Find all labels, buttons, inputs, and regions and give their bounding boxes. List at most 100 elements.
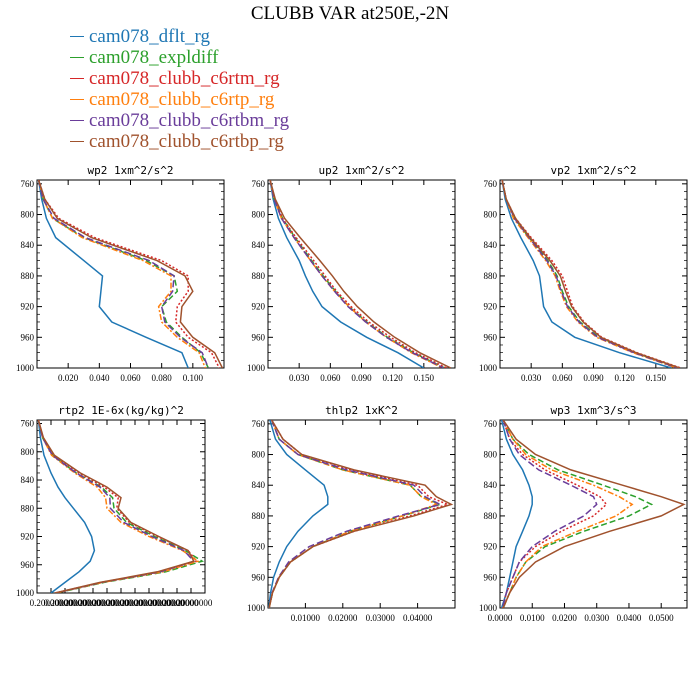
x-tick-label: 0.04000 <box>403 613 433 623</box>
legend-item: cam078_clubb_c6rtbp_rg <box>70 131 289 152</box>
y-tick-label: 920 <box>252 302 266 312</box>
y-tick-label: 800 <box>484 210 498 220</box>
legend-label: cam078_clubb_c6rtp_rg <box>89 88 275 110</box>
y-tick-label: 920 <box>484 542 498 552</box>
series-line-cam078_dflt_rg <box>269 180 425 368</box>
legend-swatch <box>70 78 84 79</box>
legend-item: cam078_clubb_c6rtbm_rg <box>70 110 289 131</box>
y-tick-label: 880 <box>21 503 35 513</box>
series-line-cam078_clubb_c6rtbp_rg <box>269 180 452 368</box>
series-line-cam078_clubb_c6rtbp_rg <box>501 180 680 368</box>
legend-swatch <box>70 36 84 37</box>
x-tick-label: 0.040 <box>89 373 110 383</box>
x-tick-label: 0.120 <box>383 373 404 383</box>
y-tick-label: 840 <box>21 475 35 485</box>
panel-title: up2 1xm^2/s^2 <box>318 164 404 177</box>
x-tick-label: 0.030 <box>289 373 310 383</box>
legend-swatch <box>70 120 84 121</box>
series-line-cam078_clubb_c6rtbm_rg <box>501 420 598 608</box>
x-tick-label: 0.20000000 <box>170 598 213 608</box>
y-tick-label: 800 <box>21 447 35 457</box>
series-line-cam078_clubb_c6rtbp_rg <box>37 420 195 593</box>
x-tick-label: 0.150 <box>414 373 435 383</box>
series-line-cam078_clubb_c6rtbp_rg <box>37 180 224 368</box>
y-tick-label: 960 <box>21 560 35 570</box>
x-tick-label: 0.030 <box>521 373 542 383</box>
y-tick-label: 840 <box>484 240 498 250</box>
x-tick-label: 0.120 <box>615 373 636 383</box>
y-tick-label: 960 <box>484 332 498 342</box>
y-tick-label: 840 <box>21 240 35 250</box>
y-tick-label: 880 <box>252 271 266 281</box>
x-tick-label: 0.20000000 <box>30 598 73 608</box>
x-tick-label: 0.020 <box>58 373 79 383</box>
series-line-cam078_clubb_c6rtbp_rg <box>502 420 686 608</box>
panel-5: wp3 1xm^3/s^3 760 800 840 880 920 960 10000.000… <box>479 404 688 623</box>
plot-frame <box>499 419 688 609</box>
series-line-cam078_expldiff <box>501 180 679 368</box>
series-line-cam078_clubb_c6rtm_rg <box>269 180 448 368</box>
y-tick-label: 760 <box>484 419 498 429</box>
y-tick-label: 760 <box>252 179 266 189</box>
y-tick-label: 880 <box>484 271 498 281</box>
y-tick-label: 880 <box>252 511 266 521</box>
y-tick-label: 800 <box>484 450 498 460</box>
x-tick-label: 0.060 <box>120 373 141 383</box>
x-tick-label: 0.060 <box>552 373 573 383</box>
legend-item: cam078_clubb_c6rtm_rg <box>70 68 289 89</box>
panel-title: rtp2 1E-6x(kg/kg)^2 <box>58 404 184 417</box>
panel-title: vp2 1xm^2/s^2 <box>550 164 636 177</box>
series-line-cam078_clubb_c6rtp_rg <box>269 180 443 368</box>
x-tick-label: 0.090 <box>351 373 372 383</box>
y-tick-label: 1000 <box>247 363 266 373</box>
series-line-cam078_clubb_c6rtbm_rg <box>37 180 210 368</box>
x-tick-label: 0.150 <box>646 373 667 383</box>
legend-swatch <box>70 99 84 100</box>
series-line-cam078_dflt_rg <box>37 180 189 368</box>
y-tick-label: 960 <box>252 332 266 342</box>
series-line-cam078_dflt_rg <box>268 420 329 608</box>
legend: cam078_dflt_rg cam078_expldiff cam078_club… <box>70 26 289 152</box>
series-line-cam078_clubb_c6rtp_rg <box>37 420 200 593</box>
panel-4: thlp2 1xK^2 760 800 840 880 920 960 1000 0.01000… <box>247 404 456 623</box>
legend-label: cam078_clubb_c6rtbm_rg <box>89 109 290 131</box>
legend-item: cam078_clubb_c6rtp_rg <box>70 89 289 110</box>
panel-title: thlp2 1xK^2 <box>325 404 398 417</box>
series-line-cam078_clubb_c6rtp_rg <box>501 180 677 368</box>
y-tick-label: 760 <box>21 419 35 429</box>
y-tick-label: 760 <box>21 179 35 189</box>
x-tick-label: 0.0400 <box>617 613 642 623</box>
x-tick-label: 0.0100 <box>520 613 545 623</box>
legend-label: cam078_clubb_c6rtm_rg <box>89 67 280 89</box>
panel-0: wp2 1xm^2/s^2 760 800 840 880 920 960 1000 0.020… <box>16 164 225 383</box>
series-line-cam078_clubb_c6rtm_rg <box>501 180 682 368</box>
y-tick-label: 1000 <box>16 363 35 373</box>
series-line-cam078_clubb_c6rtm_rg <box>37 180 220 368</box>
y-tick-label: 800 <box>252 450 266 460</box>
x-tick-label: 0.060 <box>320 373 341 383</box>
panel-3: rtp2 1E-6x(kg/kg)^2 760 800 840 880 920 960 100… <box>16 404 213 608</box>
y-tick-label: 960 <box>252 572 266 582</box>
plot-frame <box>499 179 688 369</box>
y-tick-label: 920 <box>21 302 35 312</box>
y-tick-label: 840 <box>484 480 498 490</box>
x-tick-label: 0.100 <box>183 373 204 383</box>
y-tick-label: 840 <box>252 240 266 250</box>
y-tick-label: 880 <box>21 271 35 281</box>
series-line-cam078_clubb_c6rtp_rg <box>37 180 206 368</box>
y-tick-label: 920 <box>252 542 266 552</box>
series-line-cam078_dflt_rg <box>500 420 533 608</box>
y-tick-label: 1000 <box>16 588 35 598</box>
legend-item: cam078_dflt_rg <box>70 26 289 47</box>
y-tick-label: 920 <box>484 302 498 312</box>
legend-swatch <box>70 57 84 58</box>
x-tick-label: 0.20000000 <box>128 598 171 608</box>
y-tick-label: 840 <box>252 480 266 490</box>
x-tick-label: 0.01000 <box>291 613 321 623</box>
series-line-cam078_clubb_c6rtbm_rg <box>37 420 196 593</box>
series-line-cam078_clubb_c6rtp_rg <box>502 420 634 608</box>
x-tick-label: 0.20000000 <box>44 598 87 608</box>
x-tick-label: 0.20000000 <box>58 598 101 608</box>
series-line-cam078_dflt_rg <box>501 180 672 368</box>
x-tick-label: 0.0300 <box>584 613 609 623</box>
